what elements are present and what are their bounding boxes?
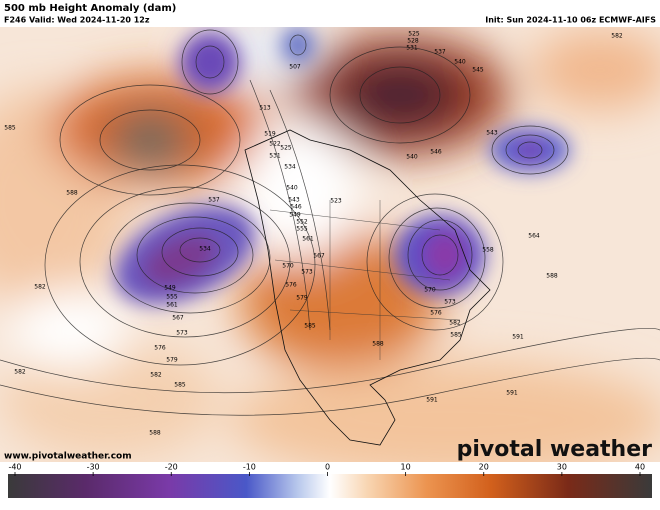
colorbar-tick-label: -10 <box>243 463 256 472</box>
contour-label: 534 <box>199 246 211 253</box>
contour-label: 576 <box>285 282 297 289</box>
contour-label: 519 <box>264 131 276 138</box>
contour-label: 531 <box>269 153 281 160</box>
init-time: Init: Sun 2024-11-10 06z ECMWF-AIFS <box>485 16 656 25</box>
contour-label: 543 <box>486 130 498 137</box>
contour-label: 582 <box>449 320 461 327</box>
contour-label: 561 <box>302 236 314 243</box>
contour-label: 543 <box>288 197 300 204</box>
contour-label: 525 <box>280 145 292 152</box>
colorbar-tick-label: -20 <box>165 463 178 472</box>
contour-label: 540 <box>406 154 418 161</box>
colorbar-tick-label: 0 <box>325 463 330 472</box>
contour-label: 534 <box>284 164 296 171</box>
contour-label: 549 <box>164 285 176 292</box>
website: www.pivotalweather.com <box>4 452 132 462</box>
contour-label: 540 <box>286 185 298 192</box>
contour-label: 537 <box>208 197 220 204</box>
contour-label: 537 <box>434 49 446 56</box>
contour-label: 567 <box>313 253 325 260</box>
borders <box>269 200 461 360</box>
contour-label: 558 <box>482 247 494 254</box>
contour-label: 555 <box>166 294 178 301</box>
contour-label: 552 <box>296 219 308 226</box>
logo: pivotal weather <box>457 437 652 462</box>
coastline <box>244 129 491 446</box>
contour-label: 573 <box>176 330 188 337</box>
contour-label: 588 <box>149 430 161 437</box>
contour-label: 567 <box>172 315 184 322</box>
contour-label: 507 <box>289 64 301 71</box>
contour-label: 579 <box>296 295 308 302</box>
colorbar-tick-label: 10 <box>401 463 411 472</box>
contour-label: 540 <box>454 59 466 66</box>
colorbar-tick-label: 20 <box>479 463 489 472</box>
colorbar-tick-label: 40 <box>635 463 645 472</box>
contour-label: 588 <box>546 273 558 280</box>
contour-label: 582 <box>611 33 623 40</box>
contour-label: 513 <box>259 105 271 112</box>
contour-label: 555 <box>296 226 308 233</box>
contour-label: 525 <box>408 31 420 38</box>
colorbar-tick-label: -40 <box>8 463 21 472</box>
contour-label: 591 <box>426 397 438 404</box>
contour-label: 570 <box>424 287 436 294</box>
colorbar <box>8 474 652 498</box>
contour-label: 522 <box>269 141 281 148</box>
contours <box>0 29 660 416</box>
contour-label: 579 <box>166 357 178 364</box>
contour-label: 545 <box>472 67 484 74</box>
contour-label: 573 <box>301 269 313 276</box>
contour-label: 546 <box>290 204 302 211</box>
valid-time: F246 Valid: Wed 2024-11-20 12z <box>4 16 150 25</box>
contour-label: 523 <box>330 198 342 205</box>
contour-label: 591 <box>512 334 524 341</box>
contour-label: 585 <box>450 332 462 339</box>
contour-label: 576 <box>430 310 442 317</box>
contour-label: 528 <box>407 38 419 45</box>
colorbar-tick-label: -30 <box>87 463 100 472</box>
contour-label: 546 <box>430 149 442 156</box>
contour-label: 531 <box>406 45 418 52</box>
colorbar-ticks: -40 -30 -20 -10 0 10 20 30 40 <box>8 463 645 476</box>
contour-label: 561 <box>166 302 178 309</box>
contour-label: 588 <box>372 341 384 348</box>
contour-label: 573 <box>444 299 456 306</box>
contour-label: 585 <box>174 382 186 389</box>
contour-label: 549 <box>289 212 301 219</box>
contour-label: 585 <box>4 125 16 132</box>
contour-label: 582 <box>34 284 46 291</box>
contour-label: 585 <box>304 323 316 330</box>
title: 500 mb Height Anomaly (dam) <box>4 3 176 14</box>
contour-label: 582 <box>150 372 162 379</box>
contour-label: 570 <box>282 263 294 270</box>
contour-label: 582 <box>14 369 26 376</box>
contour-label: 576 <box>154 345 166 352</box>
contour-label: 591 <box>506 390 518 397</box>
contour-label: 564 <box>528 233 540 240</box>
contour-label: 588 <box>66 190 78 197</box>
colorbar-tick-label: 30 <box>557 463 567 472</box>
